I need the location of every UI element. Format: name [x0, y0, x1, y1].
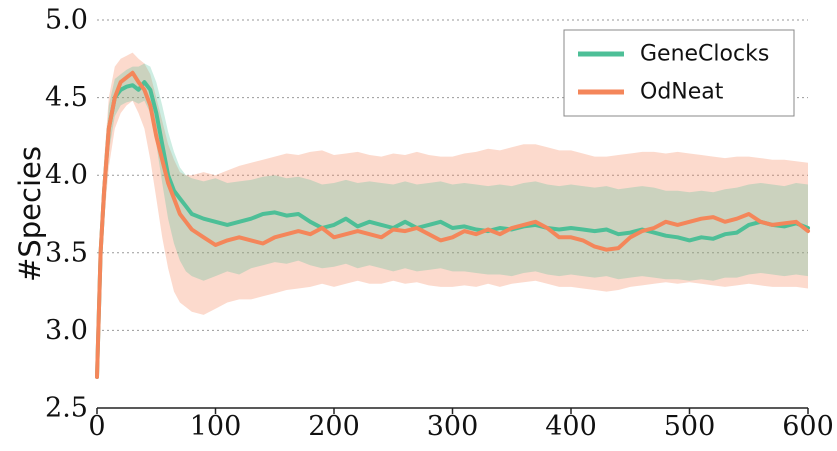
- series-line-odneat: [95, 70, 810, 379]
- series-lines: [95, 70, 810, 379]
- x-tick-label: 600: [782, 411, 834, 442]
- confidence-bands: [97, 52, 808, 377]
- legend-label-odneat: OdNeat: [640, 80, 724, 105]
- y-tick-label: 2.5: [45, 393, 88, 424]
- y-axis-label: #Species: [13, 146, 47, 282]
- x-tick-label: 0: [88, 411, 105, 442]
- y-tick-label: 5.0: [45, 5, 88, 36]
- x-tick-label: 200: [308, 411, 360, 442]
- x-tick-label: 300: [427, 411, 479, 442]
- x-tick-label: 500: [664, 411, 716, 442]
- x-tick-label: 400: [545, 411, 597, 442]
- x-axis-ticks: 0 100 200 300 400 500 600: [88, 408, 834, 442]
- y-tick-label: 4.5: [45, 82, 88, 113]
- legend-box: [563, 29, 795, 117]
- y-tick-label: 3.0: [45, 315, 88, 346]
- y-axis-ticks: 2.5 3.0 3.5 4.0 4.5 5.0: [45, 5, 88, 424]
- x-tick-label: 100: [190, 411, 242, 442]
- band-odneat: [97, 52, 808, 377]
- band-geneclocks: [97, 63, 808, 377]
- legend-label-geneclocks: GeneClocks: [640, 42, 769, 67]
- legend: GeneClocks OdNeat: [563, 29, 795, 117]
- grid-lines: [97, 19, 808, 331]
- y-tick-label: 4.0: [45, 160, 88, 191]
- y-tick-label: 3.5: [45, 237, 88, 268]
- series-line-geneclocks: [95, 80, 810, 379]
